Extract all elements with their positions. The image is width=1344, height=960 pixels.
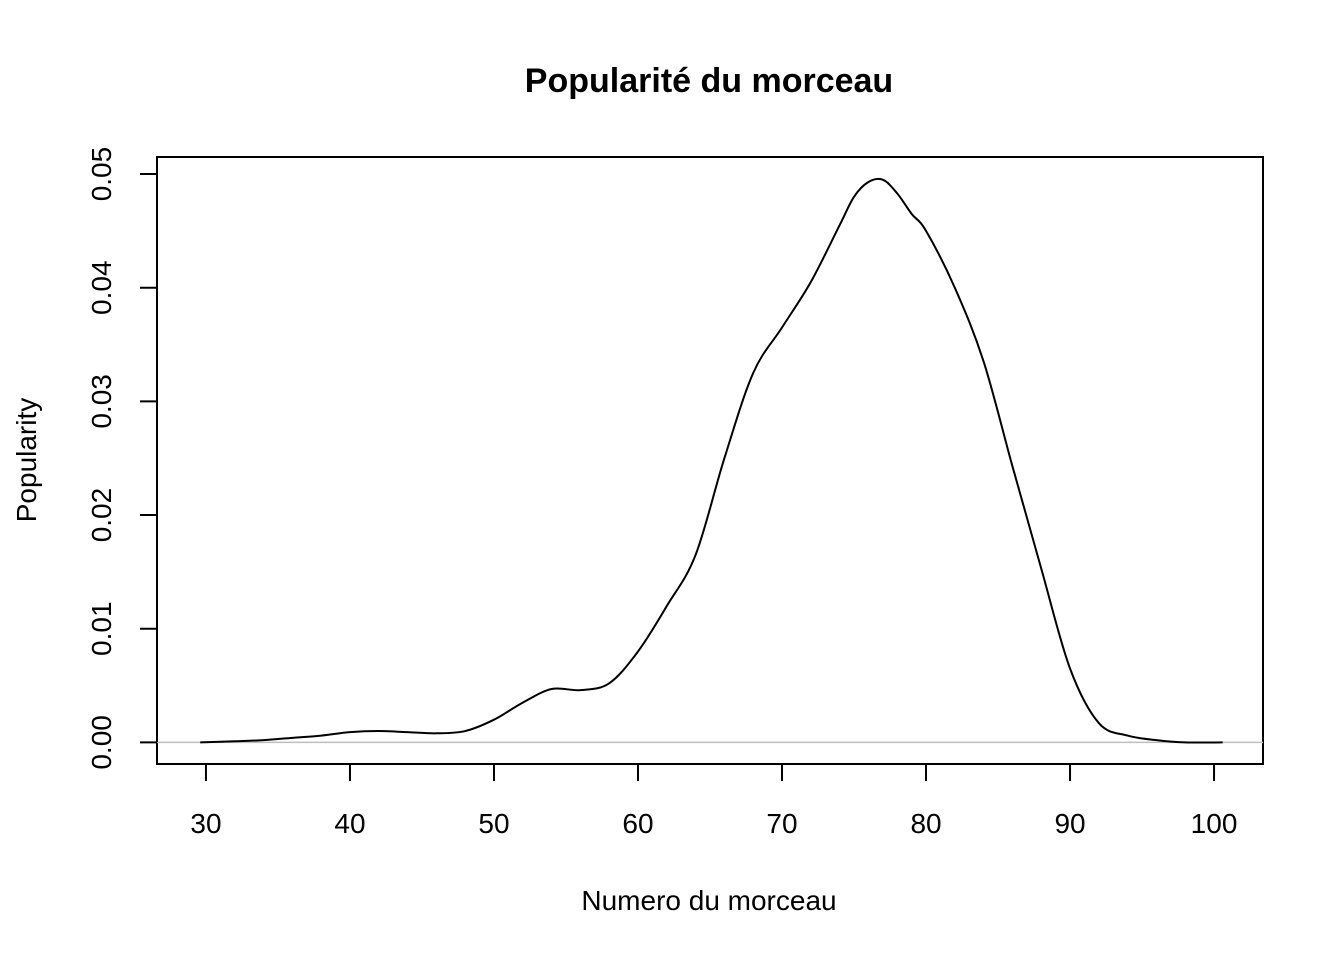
y-axis-label: Popularity bbox=[11, 398, 42, 523]
density-curve bbox=[200, 177, 1223, 744]
y-tick-label: 0.03 bbox=[86, 374, 117, 429]
x-tick-label: 40 bbox=[334, 808, 365, 839]
y-tick-label: 0.04 bbox=[86, 260, 117, 315]
x-axis: 30 40 50 60 70 80 90 100 bbox=[190, 763, 1238, 839]
chart-title: Popularité du morceau bbox=[525, 62, 893, 100]
y-tick-label: 0.00 bbox=[86, 715, 117, 770]
x-tick-label: 60 bbox=[622, 808, 653, 839]
x-tick-label: 100 bbox=[1191, 808, 1238, 839]
y-tick-label: 0.02 bbox=[86, 488, 117, 543]
y-tick-label: 0.05 bbox=[86, 147, 117, 202]
x-tick-label: 80 bbox=[910, 808, 941, 839]
y-tick-label: 0.01 bbox=[86, 601, 117, 656]
plot-frame bbox=[156, 156, 1264, 765]
x-axis-label: Numero du morceau bbox=[581, 885, 836, 916]
y-axis: 0.00 0.01 0.02 0.03 0.04 0.05 bbox=[86, 147, 158, 770]
x-tick-label: 70 bbox=[766, 808, 797, 839]
x-tick-label: 30 bbox=[190, 808, 221, 839]
x-tick-label: 50 bbox=[478, 808, 509, 839]
x-tick-label: 90 bbox=[1054, 808, 1085, 839]
